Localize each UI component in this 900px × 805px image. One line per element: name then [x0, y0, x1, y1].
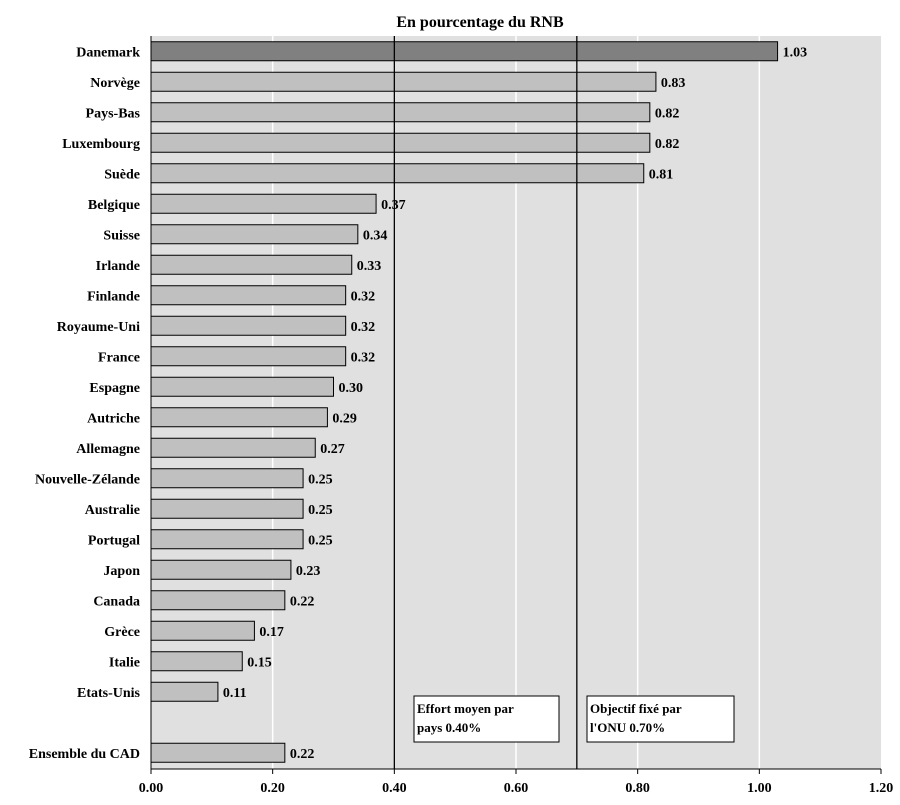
category-label: Danemark [76, 45, 140, 60]
bar [150, 163, 645, 184]
bar [150, 102, 651, 123]
category-label: Canada [93, 594, 140, 609]
bar [150, 254, 353, 275]
x-tick-label: 1.00 [747, 781, 772, 796]
bar [150, 285, 347, 306]
bar [150, 559, 292, 580]
value-label: 0.15 [247, 655, 272, 670]
bar [150, 529, 304, 550]
category-labels: Danemark Norvège Pays-Bas Luxembourg Suède Be… [29, 45, 141, 762]
value-label: 0.83 [661, 76, 686, 91]
x-tick-label: 0.60 [504, 781, 529, 796]
reference-note-text: Objectif fixé par [590, 701, 682, 716]
category-label: Australie [85, 503, 140, 518]
bars [150, 41, 779, 763]
bar [150, 437, 316, 458]
category-label: France [98, 350, 140, 365]
bar [150, 742, 286, 763]
value-label: 0.82 [655, 137, 680, 152]
category-label: Pays-Bas [86, 106, 141, 121]
x-tick-label: 0.40 [382, 781, 407, 796]
category-label: Nouvelle-Zélande [35, 472, 140, 487]
value-label: 0.11 [223, 686, 247, 701]
x-tick-label: 0.00 [139, 781, 164, 796]
category-label: Japon [103, 564, 140, 579]
value-label: 0.27 [320, 442, 345, 457]
value-label: 0.33 [357, 259, 382, 274]
reference-note-text: pays 0.40% [417, 720, 481, 735]
reference-note-text: Effort moyen par [417, 701, 514, 716]
bar [150, 407, 328, 428]
value-label: 0.81 [649, 167, 674, 182]
bar [150, 590, 286, 611]
reference-note-text: l'ONU 0.70% [590, 720, 665, 735]
value-label: 0.32 [351, 289, 376, 304]
category-label: Ensemble du CAD [29, 747, 140, 762]
x-tick-label: 0.20 [260, 781, 285, 796]
bar [150, 193, 377, 214]
category-label: Italie [109, 655, 140, 670]
reference-note-box [586, 695, 735, 743]
value-label: 0.37 [381, 198, 406, 213]
category-label: Royaume-Uni [57, 320, 140, 335]
category-label: Belgique [88, 198, 140, 213]
bar [150, 315, 347, 336]
bar [150, 468, 304, 489]
bar [150, 498, 304, 519]
category-label: Grèce [104, 625, 140, 640]
bar [150, 346, 347, 367]
x-tick-label: 0.80 [625, 781, 650, 796]
category-label: Autriche [87, 411, 140, 426]
bar [150, 132, 651, 153]
value-label: 0.22 [290, 594, 315, 609]
category-label: Espagne [89, 381, 140, 396]
category-label: Luxembourg [62, 137, 140, 152]
value-label: 0.22 [290, 747, 315, 762]
bar [150, 651, 243, 672]
chart-title: En pourcentage du RNB [396, 14, 564, 31]
value-label: 1.03 [783, 45, 808, 60]
category-label: Etats-Unis [77, 686, 141, 701]
reference-lines [393, 36, 578, 769]
value-label: 0.32 [351, 350, 376, 365]
bar [150, 71, 657, 92]
value-label: 0.34 [363, 228, 388, 243]
value-label: 0.29 [332, 411, 357, 426]
bar [150, 224, 359, 245]
bar [150, 681, 219, 702]
value-label: 0.30 [339, 381, 364, 396]
value-label: 0.23 [296, 564, 321, 579]
value-label: 0.25 [308, 503, 333, 518]
value-label: 0.32 [351, 320, 376, 335]
category-label: Irlande [96, 259, 140, 274]
bar [150, 376, 334, 397]
category-label: Finlande [87, 289, 140, 304]
reference-notes: Effort moyen par pays 0.40% Objectif fixé … [413, 695, 735, 743]
value-label: 0.25 [308, 533, 333, 548]
category-label: Allemagne [76, 442, 140, 457]
value-label: 0.82 [655, 106, 680, 121]
x-axis: 0.00 0.20 0.40 0.60 0.80 1.00 1.20 [139, 36, 894, 796]
category-label: Suisse [103, 228, 140, 243]
bar [150, 41, 779, 62]
category-label: Norvège [90, 76, 140, 91]
value-labels: 1.03 0.83 0.82 0.82 0.81 0.37 0.34 0.33 0.32 0.32… [223, 45, 807, 762]
bar [150, 620, 255, 641]
category-label: Portugal [88, 533, 140, 548]
value-label: 0.17 [259, 625, 284, 640]
value-label: 0.25 [308, 472, 333, 487]
x-tick-label: 1.20 [869, 781, 894, 796]
category-label: Suède [104, 167, 140, 182]
reference-note-box [413, 695, 560, 743]
